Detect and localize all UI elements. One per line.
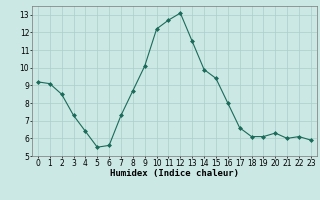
X-axis label: Humidex (Indice chaleur): Humidex (Indice chaleur) xyxy=(110,169,239,178)
